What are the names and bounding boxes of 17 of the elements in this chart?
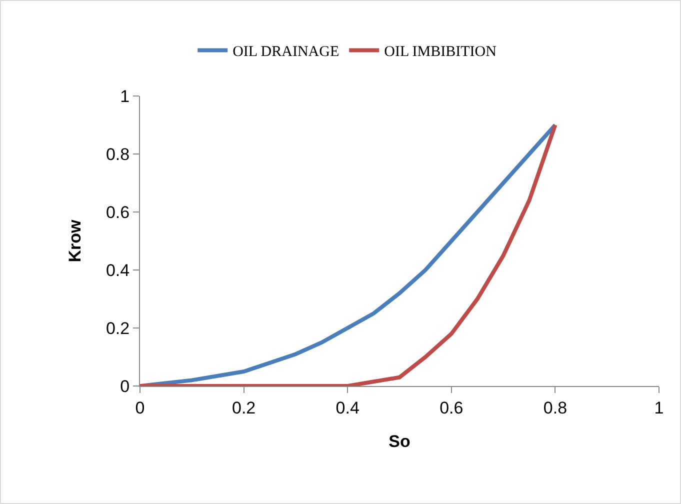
y-tick-label: 0.4: [106, 260, 130, 280]
x-tick-label: 1: [654, 398, 664, 418]
line-series: [140, 123, 558, 386]
y-tick-label: 0.2: [106, 318, 130, 338]
y-tick-label: 0.8: [106, 144, 130, 164]
x-tick-label: 0.6: [440, 398, 464, 418]
x-tick-label: 0: [135, 398, 145, 418]
x-tick-label: 0.8: [543, 398, 568, 418]
y-axis-title: Krow: [66, 218, 85, 262]
legend-label: OIL DRAINAGE: [232, 44, 340, 60]
y-tick-label: 1: [120, 86, 130, 106]
x-axis-title: So: [388, 432, 410, 451]
x-tick-label: 0.2: [232, 398, 256, 418]
legend-label: OIL IMBIBITION: [384, 44, 497, 60]
x-tick-label: 0.4: [336, 398, 360, 418]
y-tick-label: 0: [120, 376, 130, 396]
y-tick-label: 0.6: [106, 202, 130, 222]
